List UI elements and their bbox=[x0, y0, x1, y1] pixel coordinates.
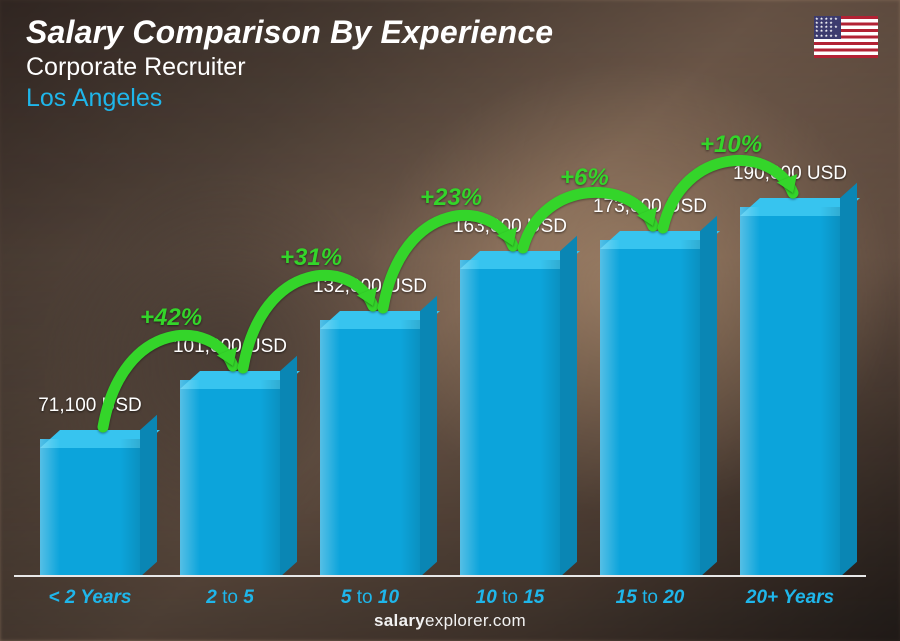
bar bbox=[180, 380, 280, 577]
bar-value-label: 132,000 USD bbox=[290, 276, 450, 298]
footer-brand-bold: salary bbox=[374, 611, 425, 630]
bar-value-label: 101,000 USD bbox=[150, 336, 310, 358]
bar bbox=[40, 439, 140, 577]
chart-subtitle: Corporate Recruiter bbox=[26, 53, 874, 82]
bar-group: 101,000 USD2 to 5 bbox=[166, 380, 294, 577]
bar bbox=[460, 260, 560, 577]
chart-baseline bbox=[14, 575, 866, 577]
footer-attribution: salaryexplorer.com bbox=[0, 611, 900, 631]
increase-percent-label: +6% bbox=[560, 164, 609, 192]
chart-location: Los Angeles bbox=[26, 84, 874, 113]
increase-percent-label: +31% bbox=[280, 244, 342, 272]
increase-percent-label: +10% bbox=[700, 131, 762, 159]
bar-group: 163,000 USD10 to 15 bbox=[446, 260, 574, 577]
bar bbox=[320, 320, 420, 577]
increase-percent-label: +42% bbox=[140, 304, 202, 332]
bar bbox=[740, 207, 840, 577]
chart-title: Salary Comparison By Experience bbox=[26, 14, 874, 51]
bar bbox=[600, 240, 700, 577]
bar-x-label: 20+ Years bbox=[700, 587, 880, 609]
bar-group: 71,100 USD< 2 Years bbox=[26, 439, 154, 577]
header: Salary Comparison By Experience Corporat… bbox=[26, 14, 874, 113]
bar-group: 132,000 USD5 to 10 bbox=[306, 320, 434, 577]
footer-brand-rest: explorer.com bbox=[425, 611, 526, 630]
bar-group: 190,000 USD20+ Years bbox=[726, 207, 854, 577]
bar-value-label: 71,100 USD bbox=[10, 395, 170, 417]
bar-value-label: 190,000 USD bbox=[710, 163, 870, 185]
bar-value-label: 163,000 USD bbox=[430, 216, 590, 238]
increase-percent-label: +23% bbox=[420, 184, 482, 212]
us-flag-icon bbox=[814, 16, 878, 58]
bar-value-label: 173,000 USD bbox=[570, 196, 730, 218]
bar-group: 173,000 USD15 to 20 bbox=[586, 240, 714, 577]
